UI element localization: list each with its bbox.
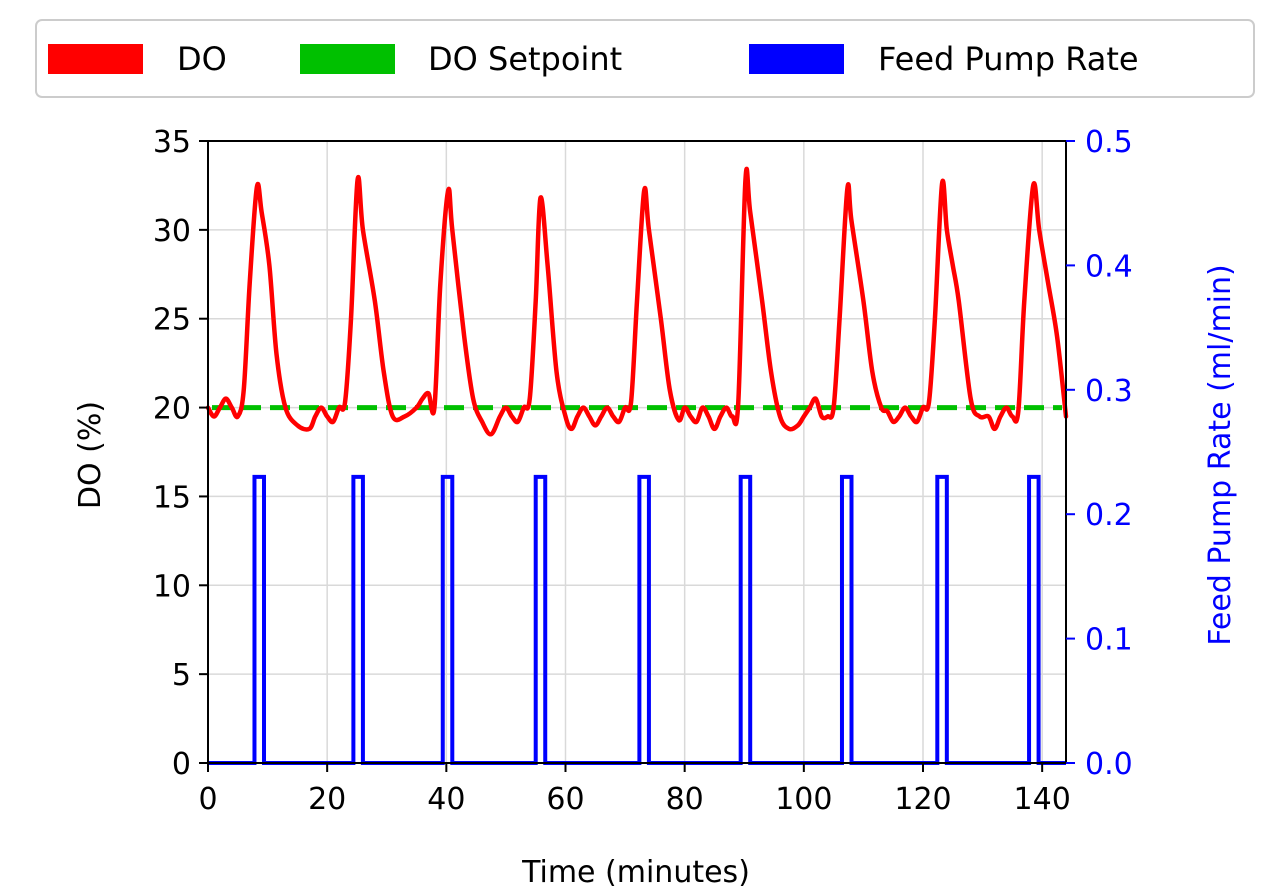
x-axis-label: Time (minutes) <box>521 855 750 890</box>
y-tick-label: 0 <box>172 747 191 782</box>
right-y-tick-label: 0.3 <box>1085 374 1133 409</box>
legend-swatch-do <box>48 44 143 74</box>
y-tick-label: 5 <box>172 658 191 693</box>
right-y-tick-label: 0.4 <box>1085 249 1133 284</box>
x-tick-label: 0 <box>198 782 217 817</box>
legend-label-do: DO <box>177 40 227 78</box>
legend-label-feed-pump-rate: Feed Pump Rate <box>878 40 1139 78</box>
y-axis-label: DO (%) <box>73 401 108 509</box>
y-tick-label: 20 <box>153 392 191 427</box>
feed-pump-line <box>208 474 1066 765</box>
y-tick-label: 35 <box>153 125 191 160</box>
legend-swatch-do-setpoint <box>300 44 395 74</box>
right-y-axis-ticks: 0.0 0.1 0.2 0.3 0.4 0.5 <box>1066 125 1133 782</box>
right-y-tick-label: 0.1 <box>1085 623 1133 658</box>
y-tick-label: 25 <box>153 303 191 338</box>
x-tick-label: 60 <box>546 782 584 817</box>
y-tick-label: 30 <box>153 214 191 249</box>
right-y-axis-label: Feed Pump Rate (ml/min) <box>1203 264 1238 645</box>
feed-pump-series <box>208 474 1066 765</box>
y-tick-label: 15 <box>153 480 191 515</box>
legend-swatch-feed-pump-rate <box>749 44 844 74</box>
x-tick-label: 140 <box>1014 782 1071 817</box>
do-line <box>205 166 1069 437</box>
do-series <box>205 166 1069 437</box>
x-tick-label: 40 <box>427 782 465 817</box>
x-tick-label: 20 <box>308 782 346 817</box>
right-y-tick-label: 0.2 <box>1085 498 1133 533</box>
x-tick-label: 120 <box>894 782 951 817</box>
legend-frame <box>35 19 1255 98</box>
x-tick-label: 100 <box>775 782 832 817</box>
y-axis-ticks: 0 5 10 15 20 25 30 35 <box>153 125 208 782</box>
y-tick-label: 10 <box>153 569 191 604</box>
x-axis-ticks: 0 20 40 60 80 100 120 140 <box>198 763 1071 817</box>
plot-area <box>205 166 1069 765</box>
right-y-tick-label: 0.5 <box>1085 125 1133 160</box>
legend: DO DO Setpoint Feed Pump Rate <box>35 19 1255 98</box>
x-tick-label: 80 <box>666 782 704 817</box>
right-y-tick-label: 0.0 <box>1085 747 1133 782</box>
legend-label-do-setpoint: DO Setpoint <box>428 40 622 78</box>
